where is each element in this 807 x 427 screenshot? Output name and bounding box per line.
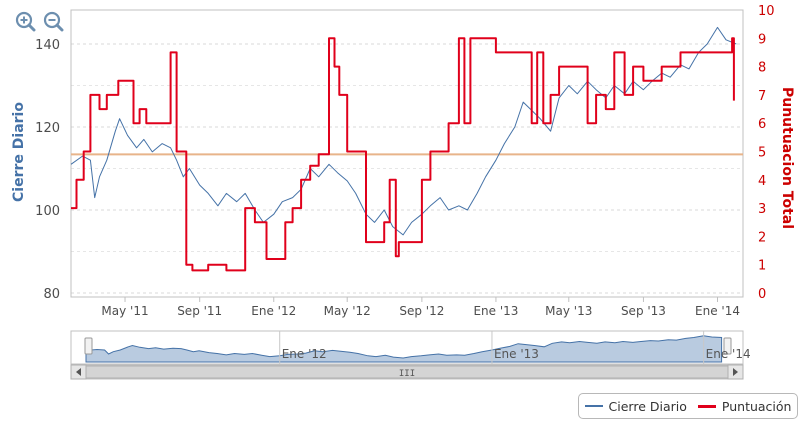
y-left-tick-label: 120 [35, 121, 60, 136]
y-left-tick-label: 140 [35, 38, 60, 53]
legend-label: Puntuación [721, 398, 792, 414]
chevron-left-icon [76, 368, 81, 376]
navigator-left-handle[interactable] [84, 337, 93, 355]
axes-layer: 80 100 120 140 0 1 2 3 4 5 6 7 8 9 10 May '11 Sep '11 Ene… [11, 4, 795, 318]
y-right-tick-label: 8 [758, 61, 766, 76]
y-right-tick-label: 2 [758, 230, 766, 245]
y-right-tick-label: 9 [758, 32, 766, 47]
chevron-right-icon [733, 368, 738, 376]
x-tick-label: Ene '12 [251, 304, 296, 318]
x-tick-label: May '11 [101, 304, 148, 318]
scrollbar-grip: III [399, 369, 415, 379]
zoom-in-button[interactable] [14, 10, 36, 32]
x-tick-label: Sep '12 [399, 304, 444, 318]
scrollbar[interactable]: III [70, 364, 744, 380]
x-tick-label: May '12 [324, 304, 371, 318]
y-right-tick-label: 3 [758, 202, 766, 217]
navigator[interactable]: Ene '12 Ene '13 Ene '14 [70, 330, 751, 365]
y-right-tick-label: 0 [758, 287, 766, 302]
y-left-axis-title: Cierre Diario [11, 102, 27, 202]
y-right-tick-label: 7 [758, 89, 766, 104]
zoom-out-button[interactable] [42, 10, 64, 32]
navigator-area [85, 335, 723, 363]
legend-item-cierre-diario[interactable]: Cierre Diario [584, 398, 687, 414]
y-right-tick-label: 1 [758, 259, 766, 274]
legend: Cierre Diario Puntuación [578, 393, 798, 419]
series-cierre-diario-line [70, 26, 737, 236]
x-tick-label: Sep '13 [621, 304, 666, 318]
legend-swatch-red [697, 404, 716, 408]
y-right-tick-label: 10 [758, 4, 775, 19]
x-tick-label: Sep '11 [177, 304, 222, 318]
y-right-tick-label: 5 [758, 146, 766, 161]
legend-label: Cierre Diario [608, 398, 687, 414]
grid-lines [71, 43, 743, 294]
y-left-tick-label: 80 [43, 287, 60, 302]
navigator-label: Ene '13 [494, 347, 539, 361]
zoom-in-icon [15, 11, 36, 32]
x-tick-label: Ene '13 [473, 304, 518, 318]
navigator-right-handle[interactable] [723, 337, 732, 355]
zoom-out-icon [43, 11, 64, 32]
y-right-axis-title: Punutuacion Total [779, 87, 795, 229]
navigator-labels: Ene '12 Ene '13 Ene '14 [279, 331, 751, 364]
legend-swatch-blue [584, 405, 603, 407]
navigator-label: Ene '14 [706, 347, 751, 361]
y-right-tick-label: 6 [758, 117, 766, 132]
y-right-tick-label: 4 [758, 174, 766, 189]
x-tick-label: May '13 [545, 304, 592, 318]
x-tick-label: Ene '14 [695, 304, 740, 318]
navigator-label: Ene '12 [282, 347, 327, 361]
series-layer [70, 26, 743, 272]
legend-item-puntuacion[interactable]: Puntuación [697, 398, 792, 414]
series-puntuacion-line [71, 37, 735, 272]
y-left-tick-label: 100 [35, 204, 60, 219]
